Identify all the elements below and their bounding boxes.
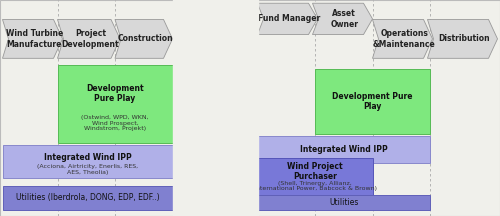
Text: Distribution: Distribution [438,34,490,43]
Text: Utilities (Iberdrola, DONG, EDP, EDF..): Utilities (Iberdrola, DONG, EDP, EDF..) [16,193,160,202]
Text: Construction: Construction [118,34,174,43]
Bar [258,195,430,210]
Bar [2,145,172,178]
Text: Integrated Wind IPP: Integrated Wind IPP [44,153,132,162]
Polygon shape [258,3,318,35]
Polygon shape [372,19,432,58]
Polygon shape [2,19,62,58]
Bar [58,65,172,143]
Text: Fund Manager: Fund Manager [258,14,320,23]
Text: (Shell, Trinergy, Allianz,
International Power, Babcock & Brown): (Shell, Trinergy, Allianz, International… [254,181,376,191]
Bar [258,136,430,163]
Polygon shape [58,19,120,58]
Text: Integrated Wind IPP: Integrated Wind IPP [300,145,388,154]
Text: Wind Project
Purchaser: Wind Project Purchaser [287,162,343,181]
Text: Utilities: Utilities [329,198,358,207]
Bar [315,69,430,134]
Bar [2,186,172,210]
Text: (Acciona, Airtricity, Enerlis, RES,
AES, Theolia): (Acciona, Airtricity, Enerlis, RES, AES,… [37,164,138,175]
Text: Development
Pure Play: Development Pure Play [86,84,144,103]
Text: Project
Development: Project Development [62,29,120,49]
Bar [258,158,372,195]
Text: Wind Turbine
Manufacture: Wind Turbine Manufacture [6,29,63,49]
Polygon shape [312,3,372,35]
Text: Asset
Owner: Asset Owner [330,9,358,29]
Text: Development Pure
Play: Development Pure Play [332,92,413,111]
Text: (Ostwind, WPD, WKN,
Wind Prospect,
Windstrom, Projekt): (Ostwind, WPD, WKN, Wind Prospect, Winds… [81,115,149,131]
Text: Operations
&Maintenance: Operations &Maintenance [373,29,436,49]
Polygon shape [115,19,172,58]
Polygon shape [428,19,498,58]
